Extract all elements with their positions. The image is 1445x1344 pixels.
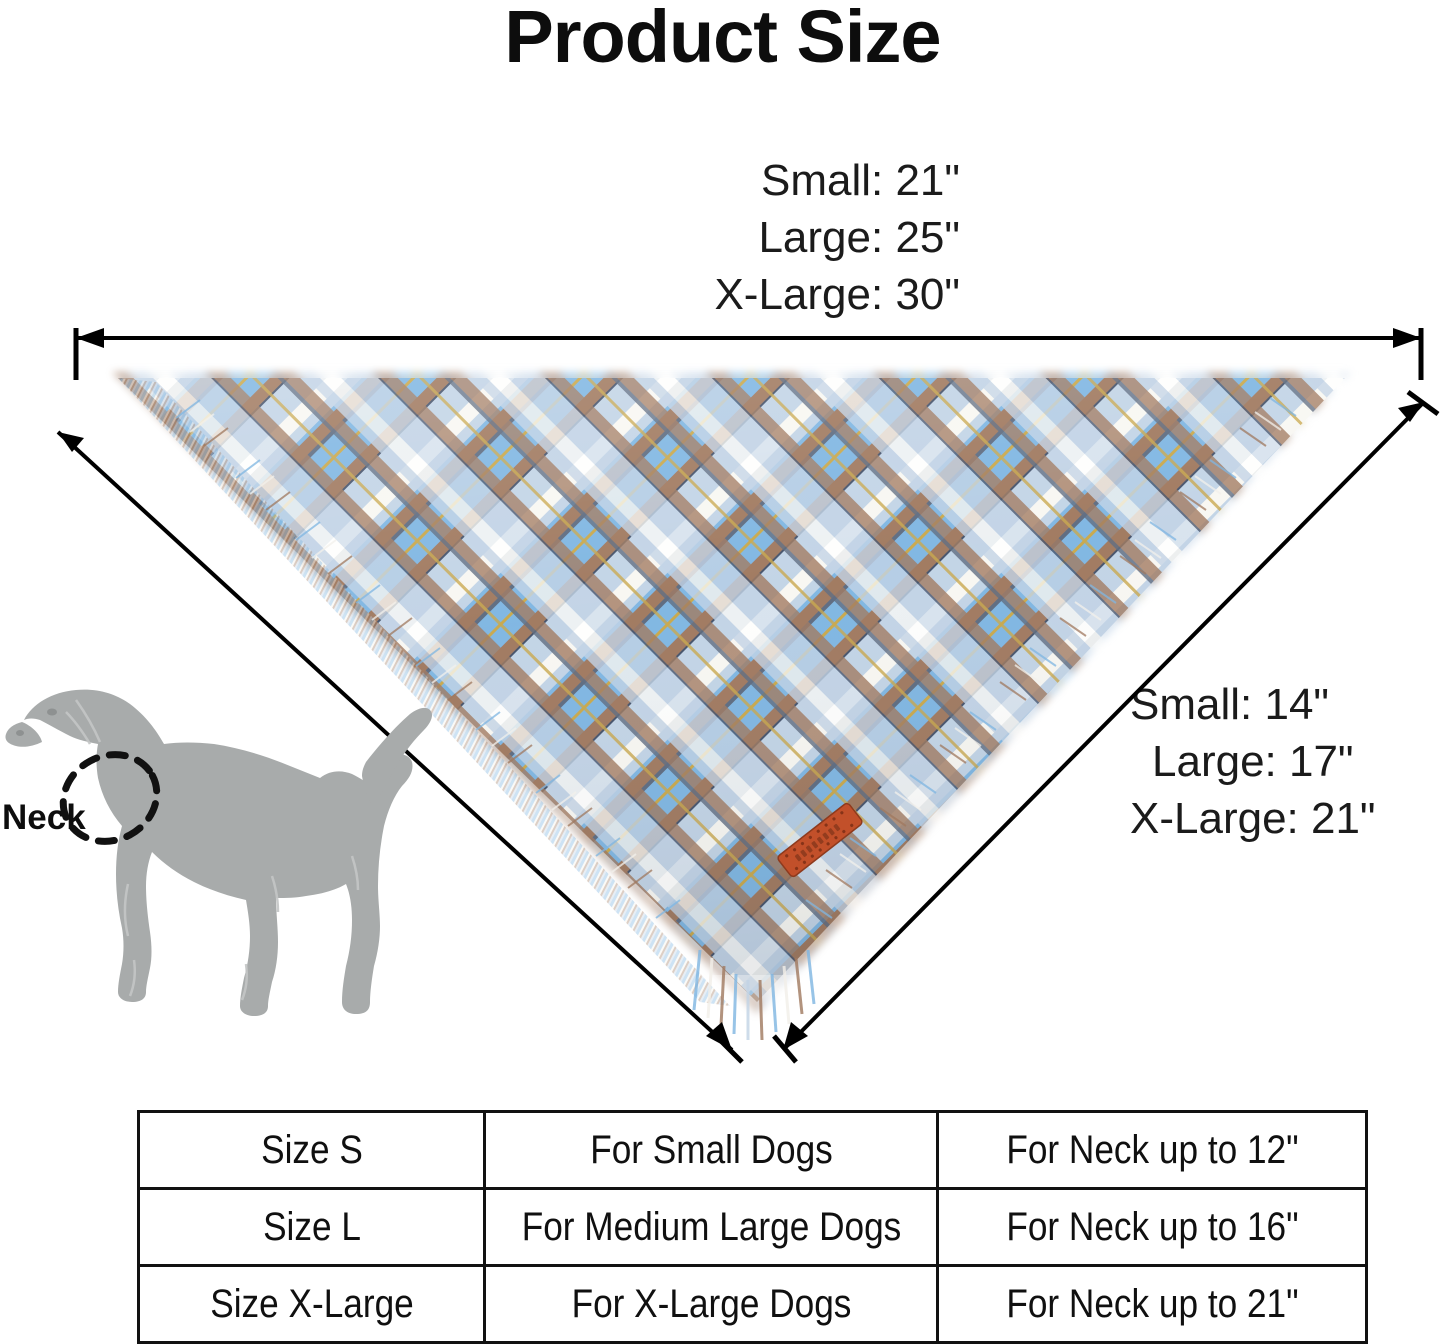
cell-neck: For Neck up to 12" (961, 1110, 1343, 1190)
right-measurement-large: Large: 17" (1152, 737, 1354, 787)
cell-size: Size X-Large (157, 1264, 466, 1344)
top-measurement-group: Small: 21" Large: 25" X-Large: 30" (540, 152, 960, 324)
top-measurement-large: Large: 25" (758, 213, 960, 263)
cell-dogs: For Small Dogs (510, 1110, 912, 1190)
leather-brand-tag (777, 802, 863, 878)
right-measurement-xlarge: X-Large: 21" (1130, 794, 1376, 844)
cell-size: Size S (157, 1110, 466, 1190)
right-measurement-small: Small: 14" (1130, 680, 1330, 729)
neck-label: Neck (2, 798, 86, 837)
size-chart-table: Size S For Small Dogs For Neck up to 12"… (137, 1110, 1368, 1344)
cell-neck: For Neck up to 16" (961, 1187, 1343, 1267)
top-measurement-xlarge: X-Large: 30" (714, 270, 960, 320)
table-row: Size L For Medium Large Dogs For Neck up… (139, 1187, 1367, 1267)
top-measurement-small: Small: 21" (760, 156, 960, 205)
table-row: Size X-Large For X-Large Dogs For Neck u… (139, 1264, 1367, 1344)
cell-dogs: For Medium Large Dogs (510, 1187, 912, 1267)
cell-dogs: For X-Large Dogs (510, 1264, 912, 1344)
right-measurement-group: Small: 14" Large: 17" X-Large: 21" (1130, 676, 1440, 848)
dog-silhouette (5, 689, 432, 1016)
dimension-line-left (56, 430, 734, 1052)
table-row: Size S For Small Dogs For Neck up to 12" (139, 1110, 1367, 1190)
cell-neck: For Neck up to 21" (961, 1264, 1343, 1344)
fringe-left (175, 399, 681, 919)
page-title: Product Size (504, 0, 941, 78)
fringe-bottom-vertex (692, 949, 816, 1041)
cell-size: Size L (157, 1187, 466, 1267)
